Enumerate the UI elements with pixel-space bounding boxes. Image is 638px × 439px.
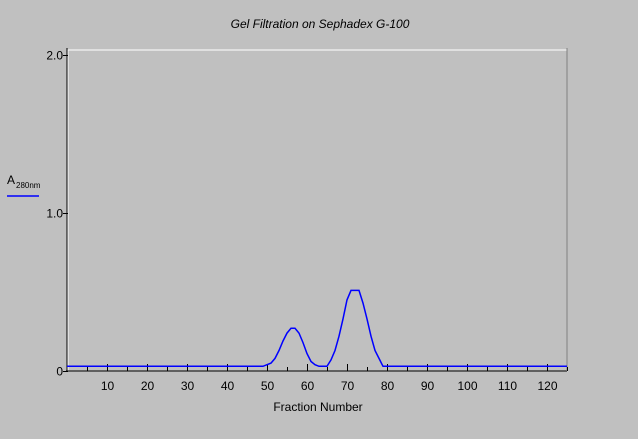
x-tick-label: 70: [341, 379, 355, 393]
y-axis-legend: A 280nm: [7, 173, 41, 197]
x-axis-ticks: 10 20 30 40 50 60 70 80 90 100 110 120: [87, 364, 568, 393]
series-line: [67, 289, 567, 368]
chart-title: Gel Filtration on Sephadex G-100: [231, 17, 410, 31]
x-tick-label: 100: [457, 379, 477, 393]
x-tick-label: 110: [498, 379, 517, 393]
x-tick-label: 60: [301, 379, 315, 393]
x-tick-label: 30: [181, 379, 195, 393]
x-axis-label: Fraction Number: [273, 400, 362, 414]
x-tick-label: 10: [101, 379, 115, 393]
x-tick-label: 90: [421, 379, 435, 393]
x-tick-label: 40: [221, 379, 235, 393]
y-tick-label: 0: [56, 365, 63, 379]
y-axis-label-main: A: [7, 173, 15, 187]
x-tick-label: 50: [261, 379, 275, 393]
x-tick-label: 20: [141, 379, 155, 393]
y-axis-label-subscript: 280nm: [16, 181, 41, 190]
x-tick-label: 120: [537, 379, 557, 393]
y-tick-label: 1.0: [46, 207, 63, 221]
x-tick-label: 80: [381, 379, 395, 393]
plot-area-highlight: [67, 49, 568, 372]
y-axis-ticks: 0 1.0 2.0: [46, 49, 68, 379]
y-tick-label: 2.0: [46, 49, 63, 63]
series-group: [67, 289, 567, 368]
